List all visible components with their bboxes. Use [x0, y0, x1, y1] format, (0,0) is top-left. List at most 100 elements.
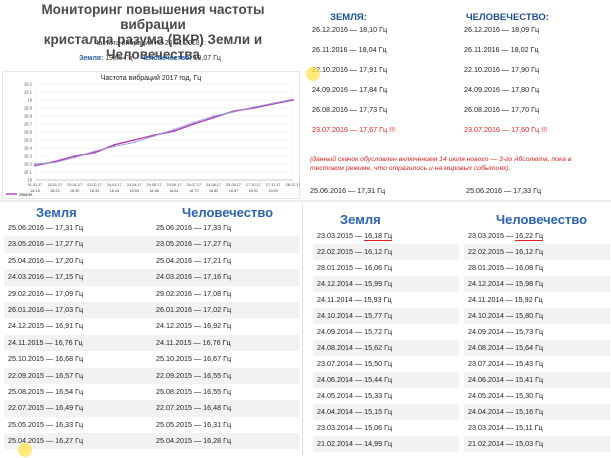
data-point [232, 111, 235, 113]
top-human-row: 26.08.2016 — 17,70 Гц [464, 105, 540, 114]
x-tick-label: 28.12.17 [286, 183, 301, 187]
data-point [212, 116, 215, 119]
list-row: 24.09.2014 — 15,73 Гц [468, 327, 544, 336]
y-tick-label: 18.2 [24, 162, 33, 167]
data-point [34, 163, 36, 165]
list-row: 22.07.2015 — 16,49 Гц [4, 400, 152, 417]
cursor-highlight [306, 67, 320, 81]
data-point [73, 155, 76, 157]
list-row: 22.09.2015 — 16,57 Гц [4, 367, 152, 384]
right-earth-header: Земля [340, 212, 381, 227]
data-point [173, 130, 175, 133]
x-value-label: 18.50 [129, 189, 139, 193]
list-row: 22.02.2015 — 16,12 Гц [464, 244, 610, 260]
right-earth-list: 23.03.2015 — 16,18 Гц 22.02.2015 — 16,12 … [313, 228, 459, 452]
column-divider [302, 204, 303, 456]
top-earth-row: 26.12.2016 — 18,10 Гц [312, 25, 388, 34]
x-value-label: 18.18 [30, 189, 40, 193]
y-tick-label: 18.6 [24, 130, 33, 135]
last-earth-row: 25.06.2016 — 17,31 Гц [310, 186, 386, 195]
x-value-label: 18.34 [90, 189, 100, 193]
list-row: 25.04.2015 — 16,28 Гц [152, 433, 300, 450]
x-tick-label: 15.01.17 [47, 183, 62, 187]
title-line: кристалла разума (ВКР) Земли и [43, 32, 263, 47]
data-point [93, 150, 96, 153]
list-row: 22.02.2015 — 16,12 Гц [313, 244, 459, 260]
top-human-row: 26.11.2016 — 18,02 Гц [464, 45, 539, 54]
x-tick-label: 24.05.17 [147, 183, 162, 187]
earth-label: Земля: [79, 55, 104, 62]
x-value-label: 18.56 [149, 189, 159, 193]
x-tick-label: 25.01.17 [67, 183, 82, 187]
top-earth-header: ЗЕМЛЯ: [330, 12, 367, 23]
left-human-list: 25.06.2016 — 17,33 Гц 23.05.2016 — 17,27 … [152, 220, 300, 450]
list-row: 24.12.2015 — 16,92 Гц [156, 321, 232, 331]
data-point [192, 121, 195, 124]
data-point [73, 156, 76, 159]
list-row: 23.03.2014 — 15,06 Гц [317, 423, 393, 432]
cursor-highlight [18, 443, 32, 457]
list-row: 24.03.2016 — 17,15 Гц [4, 269, 152, 286]
list-row: 24.11.2014 — 15,93 Гц [317, 295, 392, 304]
x-value-label: 18.82 [209, 189, 219, 193]
x-value-label: 18.23 [50, 189, 60, 193]
list-row: 24.09.2014 — 15,72 Гц [317, 327, 393, 336]
list-row: 25.04.2016 — 17,20 Гц [8, 255, 84, 265]
list-row: 23.03.2014 — 15,11 Гц [468, 423, 543, 432]
current-date-label: Частота вибраций на 26.01.2018 г: [93, 40, 207, 47]
list-row: 24.12.2014 — 15,98 Гц [464, 276, 610, 292]
last-human-row: 25.06.2016 — 17,33 Гц [466, 186, 542, 195]
y-tick-label: 18.9 [24, 106, 33, 111]
chart-panel: Частота вибраций 2017 год, Гц 18 18.1 18.2 1… [2, 71, 300, 199]
list-row: 24.06.2014 — 15,44 Гц [313, 372, 459, 388]
data-point [212, 115, 215, 117]
x-value-label: 19.00 [268, 189, 278, 193]
list-row: 24.05.2014 — 15,30 Гц [468, 391, 544, 400]
list-row: 23.07.2014 — 15,43 Гц [468, 359, 544, 368]
data-point [292, 98, 294, 101]
list-row: 28.01.2015 — 16,08 Гц [468, 263, 544, 272]
data-point [113, 145, 116, 148]
list-row: 25.04.2016 — 17,21 Гц [156, 255, 232, 265]
earth-value: 19,05 Гц [105, 55, 133, 62]
legend-label: Земля [19, 192, 33, 197]
list-row: 24.04.2014 — 15,16 Гц [464, 404, 610, 420]
list-row: 25.10.2015 — 16,68 Гц [8, 354, 84, 364]
y-tick-label: 19.1 [24, 90, 33, 95]
frequency-chart: Частота вибраций 2017 год, Гц 18 18.1 18.2 1… [6, 74, 301, 197]
top-earth-row: 24.09.2016 — 17,84 Гц [312, 85, 388, 94]
page-title: Мониторинг повышения частоты вибрации кр… [8, 2, 298, 62]
list-row: 22.07.2015 — 16,48 Гц [152, 400, 300, 417]
list-row: 26.01.2016 — 17,02 Гц [152, 301, 300, 319]
list-row: 23.05.2016 — 17,27 Гц [4, 236, 152, 253]
x-value-label: 18.61 [169, 189, 179, 193]
section-divider [0, 200, 611, 202]
x-tick-label: 24.06.17 [167, 183, 182, 187]
data-point [93, 151, 96, 154]
data-point [153, 135, 155, 137]
current-values: Земля: 19,05 Гц Человечество: 19,07 Гц [0, 55, 300, 62]
human-label: Человечество: [140, 55, 192, 62]
list-row: 24.03.2016 — 17,16 Гц [152, 269, 300, 286]
x-tick-label: 25.09.17 [226, 183, 241, 187]
note-text: (данный скачок обусловлен включением 14 … [310, 156, 572, 172]
list-row: 23.05.2016 — 17,27 Гц [152, 236, 300, 253]
y-tick-label: 19 [27, 98, 32, 103]
list-row: 23.03.2015 — 16,22 Гц [468, 231, 544, 241]
list-row: 24.08.2014 — 15,62 Гц [313, 340, 459, 356]
x-value-label: 18.44 [110, 189, 120, 193]
x-tick-label: 01.01.17 [28, 183, 43, 187]
top-earth-row: 26.11.2016 — 18,04 Гц [312, 45, 387, 54]
list-row: 24.11.2015 — 16,76 Гц [4, 334, 152, 352]
right-human-header: Человечество [496, 212, 588, 227]
list-row: 24.10.2014 — 15,77 Гц [313, 308, 459, 324]
y-tick-label: 18 [27, 178, 32, 183]
top-human-header: ЧЕЛОВЕЧЕСТВО: [466, 12, 549, 23]
list-row: 23.07.2014 — 15,50 Гц [317, 359, 393, 368]
list-row: 25.05.2015 — 16,31 Гц [156, 419, 232, 429]
x-tick-label: 24.01.17 [107, 183, 122, 187]
left-earth-header: Земля [36, 205, 77, 220]
y-tick-label: 18.3 [24, 154, 33, 159]
data-point [133, 141, 136, 144]
human-value: 19,07 Гц [193, 55, 221, 62]
